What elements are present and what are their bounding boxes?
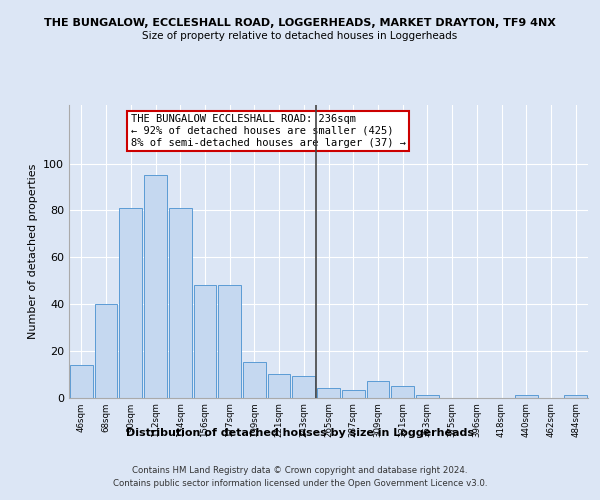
Bar: [564, 395, 587, 398]
Bar: [169, 208, 191, 398]
Bar: [416, 395, 439, 398]
Bar: [391, 386, 414, 398]
Text: Contains HM Land Registry data © Crown copyright and database right 2024.: Contains HM Land Registry data © Crown c…: [132, 466, 468, 475]
Text: Distribution of detached houses by size in Loggerheads: Distribution of detached houses by size …: [126, 428, 474, 438]
Text: THE BUNGALOW, ECCLESHALL ROAD, LOGGERHEADS, MARKET DRAYTON, TF9 4NX: THE BUNGALOW, ECCLESHALL ROAD, LOGGERHEA…: [44, 18, 556, 28]
Text: THE BUNGALOW ECCLESHALL ROAD: 236sqm
← 92% of detached houses are smaller (425)
: THE BUNGALOW ECCLESHALL ROAD: 236sqm ← 9…: [131, 114, 406, 148]
Bar: [367, 381, 389, 398]
Bar: [268, 374, 290, 398]
Bar: [144, 175, 167, 398]
Bar: [95, 304, 118, 398]
Y-axis label: Number of detached properties: Number of detached properties: [28, 164, 38, 339]
Bar: [119, 208, 142, 398]
Bar: [342, 390, 365, 398]
Bar: [292, 376, 315, 398]
Bar: [243, 362, 266, 398]
Bar: [218, 285, 241, 398]
Bar: [70, 364, 93, 398]
Text: Size of property relative to detached houses in Loggerheads: Size of property relative to detached ho…: [142, 31, 458, 41]
Bar: [317, 388, 340, 398]
Text: Contains public sector information licensed under the Open Government Licence v3: Contains public sector information licen…: [113, 479, 487, 488]
Bar: [515, 395, 538, 398]
Bar: [194, 285, 216, 398]
